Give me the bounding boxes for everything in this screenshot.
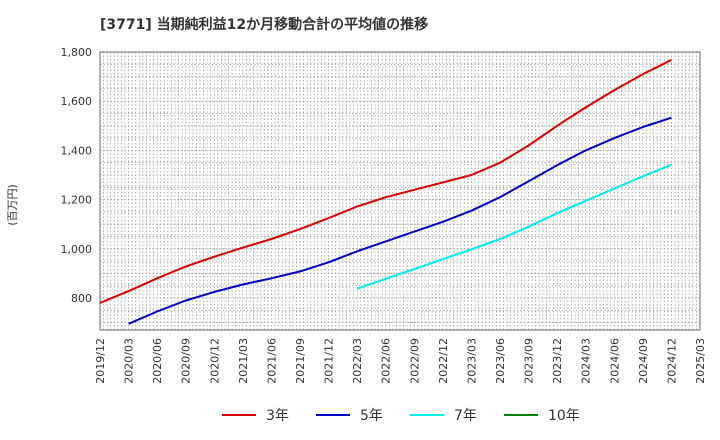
legend-item: 7年 [410,404,477,426]
x-tick-label: 2022/06 [380,338,393,384]
y-tick-label: 800 [71,292,92,305]
x-tick-label: 2020/09 [180,338,193,384]
legend-label: 5年 [360,408,383,424]
x-tick-label: 2021/09 [294,338,307,384]
x-tick-label: 2021/12 [323,338,336,384]
x-tick-label: 2024/09 [637,338,650,384]
plot-frame [99,51,701,331]
x-tick-label: 2021/03 [237,338,250,384]
legend-item: 5年 [316,404,383,426]
y-tick-label: 1,600 [61,95,93,108]
legend-item: 10年 [504,404,580,426]
legend-item: 3年 [222,404,289,426]
x-tick-label: 2020/03 [123,338,136,384]
x-tick-label: 2023/09 [523,338,536,384]
y-tick-label: 1,800 [61,46,93,59]
x-tick-label: 2022/12 [437,338,450,384]
y-tick-label: 1,200 [61,194,93,207]
x-tick-label: 2024/06 [608,338,621,384]
series-line [128,116,672,325]
x-tick-label: 2024/12 [665,338,678,384]
chart-title: [3771] 当期純利益12か月移動合計の平均値の推移 [100,17,429,33]
legend-label: 7年 [454,408,477,424]
x-tick-label: 2025/03 [694,338,707,384]
y-axis-ticks: 800 1,000 1,200 1,400 1,600 1,800 [61,46,93,305]
x-tick-label: 2020/06 [151,338,164,384]
y-tick-label: 1,400 [61,144,93,157]
x-tick-label: 2023/03 [465,338,478,384]
y-tick-label: 1,000 [61,243,93,256]
x-tick-label: 2020/12 [208,338,221,384]
legend-swatch [316,414,350,416]
legend-swatch [222,414,256,416]
x-tick-label: 2024/03 [580,338,593,384]
x-tick-label: 2022/09 [408,338,421,384]
legend: 3年 5年 7年 10年 [0,404,720,426]
x-tick-label: 2022/03 [351,338,364,384]
x-tick-label: 2023/12 [551,338,564,384]
x-axis-ticks: 2019/12 2020/03 2020/06 2020/09 2020/12 2021/… [94,338,707,384]
series-line [356,163,672,290]
legend-label: 10年 [548,408,580,424]
series-line [99,59,672,304]
legend-label: 3年 [266,408,289,424]
legend-swatch [410,414,444,416]
legend-swatch [504,414,538,416]
x-tick-label: 2023/06 [494,338,507,384]
x-tick-label: 2019/12 [94,338,107,384]
series-lines [99,59,672,325]
x-tick-label: 2021/06 [265,338,278,384]
